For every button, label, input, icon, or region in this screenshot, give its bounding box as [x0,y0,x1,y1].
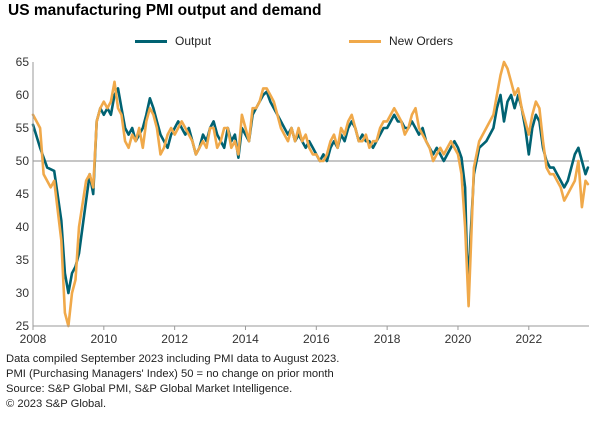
y-tick-label-65: 65 [16,55,30,69]
line-chart: 25 30 35 40 45 50 55 60 65 2008 2010 2012 2014 2016 20… [16,55,590,346]
x-tick-label-2014: 2014 [232,332,259,346]
series-line-new-orders [31,60,590,328]
series-layer [31,60,590,328]
legend-swatch-output [135,39,167,43]
x-tick-label-2022: 2022 [515,332,542,346]
legend-item-new-orders: New Orders [349,34,453,48]
y-tick-label-55: 55 [16,121,30,135]
x-tick-label-2018: 2018 [374,332,401,346]
x-tick-label-2010: 2010 [90,332,117,346]
x-tick-label-2020: 2020 [445,332,472,346]
axis-layer: 25 30 35 40 45 50 55 60 65 2008 2010 2012 2014 2016 20… [16,55,589,346]
legend-swatch-new-orders [349,39,381,43]
x-tick-label-2012: 2012 [161,332,188,346]
chart-title: US manufacturing PMI output and demand [8,2,322,19]
y-tick-label-30: 30 [16,286,30,300]
legend: Output New Orders [0,34,595,50]
y-tick-label-25: 25 [16,319,30,333]
note-pmi-definition: PMI (Purchasing Managers' Index) 50 = no… [6,368,334,380]
x-tick-label-2008: 2008 [20,332,47,346]
series-line-output [31,87,590,295]
legend-item-output: Output [135,34,211,48]
y-tick-label-45: 45 [16,187,30,201]
note-copyright: © 2023 S&P Global. [6,398,107,410]
y-tick-label-35: 35 [16,253,30,267]
y-tick-label-60: 60 [16,88,30,102]
x-tick-label-2016: 2016 [303,332,330,346]
y-tick-label-40: 40 [16,220,30,234]
note-data-compiled: Data compiled September 2023 including P… [6,353,340,365]
note-source: Source: S&P Global PMI, S&P Global Marke… [6,383,293,395]
legend-label-new-orders: New Orders [389,34,454,48]
y-tick-label-50: 50 [16,154,30,168]
chart-notes: Data compiled September 2023 including P… [6,352,339,412]
legend-label-output: Output [175,34,212,48]
